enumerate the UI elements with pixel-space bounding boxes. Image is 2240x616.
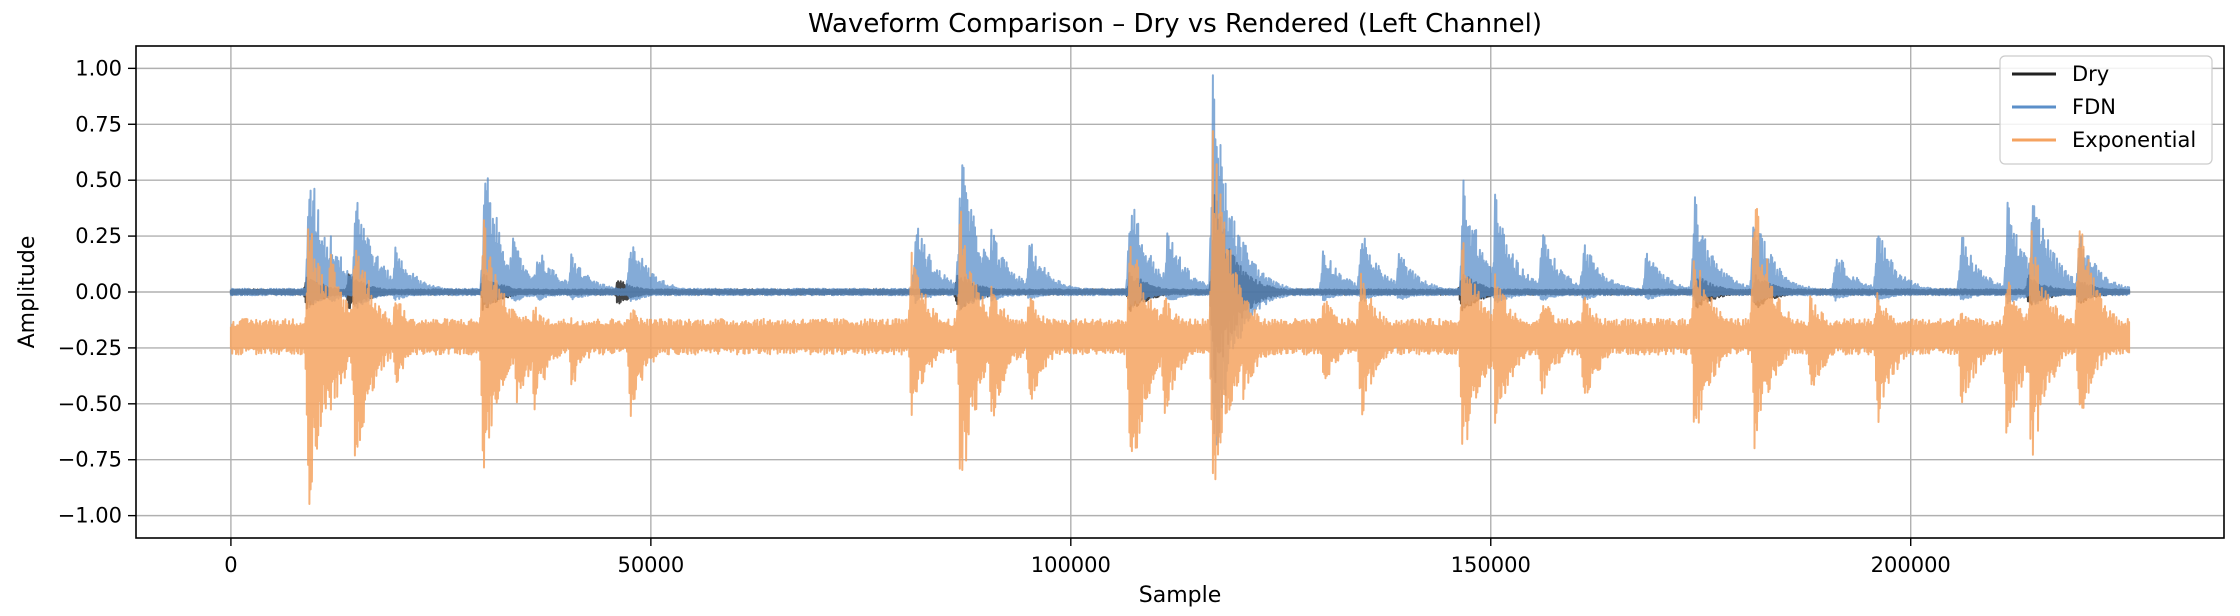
x-axis-label: Sample	[1139, 583, 1222, 608]
y-tick-label: −0.50	[58, 392, 122, 416]
legend-label-exponential: Exponential	[2072, 128, 2196, 152]
y-tick-label: 1.00	[75, 56, 122, 80]
y-tick-label: 0.50	[75, 168, 122, 192]
x-tick-label: 200000	[1871, 553, 1951, 577]
y-tick-label: −1.00	[58, 504, 122, 528]
x-tick-label: 100000	[1031, 553, 1111, 577]
series-fdn-line	[229, 74, 2131, 446]
series-layer	[229, 74, 2131, 505]
y-tick-label: 0.00	[75, 280, 122, 304]
legend-box	[1999, 55, 2213, 165]
x-tick-label: 0	[224, 553, 237, 577]
legend: Dry FDN Exponential	[1999, 55, 2213, 165]
legend-label-dry: Dry	[2072, 62, 2109, 86]
y-tick-label: −0.25	[58, 336, 122, 360]
x-tick-label: 150000	[1451, 553, 1531, 577]
y-tick-label: −0.75	[58, 448, 122, 472]
series-exponential-line	[229, 130, 2131, 505]
legend-label-fdn: FDN	[2072, 95, 2116, 119]
y-tick-label: 0.75	[75, 112, 122, 136]
y-tick-label: 0.25	[75, 224, 122, 248]
axis-ticks: 0 50000 100000 150000 200000 1.00 0.75 0.50 0.25…	[58, 56, 1951, 577]
y-axis-label: Amplitude	[15, 236, 40, 349]
x-tick-label: 50000	[617, 553, 684, 577]
chart-title: Waveform Comparison – Dry vs Rendered (L…	[808, 9, 1542, 39]
